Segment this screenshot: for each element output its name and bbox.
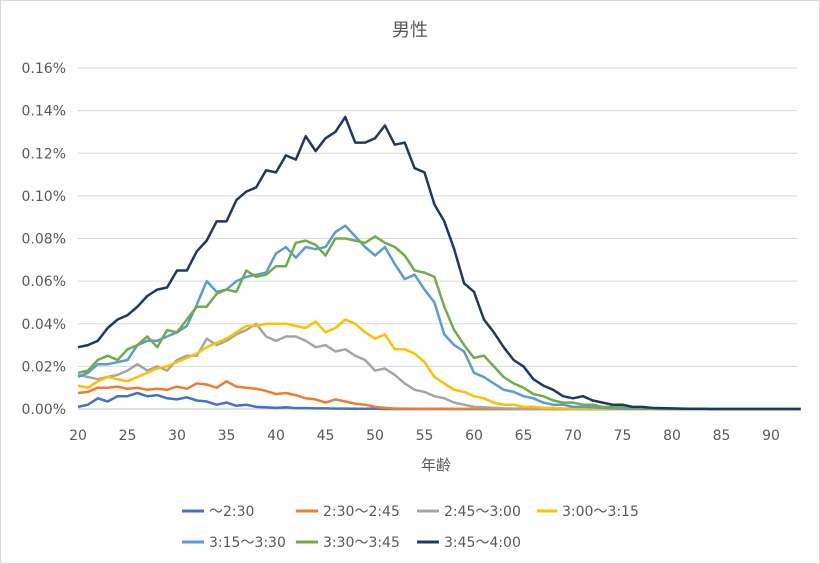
x-tick-label: 60 [465,428,483,444]
legend: 〜2:30 2:30〜2:45 2:45〜3:00 3:00〜3:15 3:15〜3:3… [182,504,639,551]
y-axis-ticks: 0.00% 0.02% 0.04% 0.06% 0.08% 0.10% 0.12% 0.14%… [22,61,66,418]
x-tick-label: 65 [515,428,533,444]
x-tick-label: 50 [366,428,384,444]
legend-label: 3:15〜3:30 [209,535,286,551]
legend-label: 3:30〜3:45 [323,535,400,551]
series-line [77,380,801,411]
y-tick-label: 0.14% [22,104,66,120]
y-tick-label: 0.08% [22,232,66,248]
x-tick-label: 35 [218,428,236,444]
x-tick-label: 40 [267,428,285,444]
x-tick-label: 85 [713,428,731,444]
y-tick-label: 0.06% [22,274,66,290]
y-tick-label: 0.10% [22,189,66,205]
legend-label: 3:00〜3:15 [562,504,639,520]
chart-title: 男性 [392,20,428,41]
x-tick-label: 75 [614,428,632,444]
x-tick-label: 80 [663,428,681,444]
x-tick-label: 45 [317,428,335,444]
x-axis-ticks: 20 25 30 35 40 45 50 55 60 65 70 75 80 85 90 [69,428,780,444]
x-tick-label: 30 [168,428,186,444]
series-line [77,235,801,411]
legend-label: 3:45〜4:00 [444,535,521,551]
x-tick-label: 90 [762,428,780,444]
y-tick-label: 0.02% [22,359,66,375]
series-line [77,318,801,411]
legend-label: 〜2:30 [209,504,254,520]
legend-label: 2:45〜3:00 [444,504,521,520]
y-tick-label: 0.12% [22,146,66,162]
series-line [77,115,801,411]
y-tick-label: 0.00% [22,402,66,418]
y-tick-label: 0.04% [22,317,66,333]
y-tick-label: 0.16% [22,61,66,77]
x-tick-label: 70 [564,428,582,444]
legend-label: 2:30〜2:45 [323,504,400,520]
x-tick-label: 25 [119,428,137,444]
x-tick-label: 20 [69,428,87,444]
x-tick-label: 55 [416,428,434,444]
x-axis-title: 年齢 [421,456,451,474]
series-line [77,391,801,411]
series-lines [77,115,801,411]
